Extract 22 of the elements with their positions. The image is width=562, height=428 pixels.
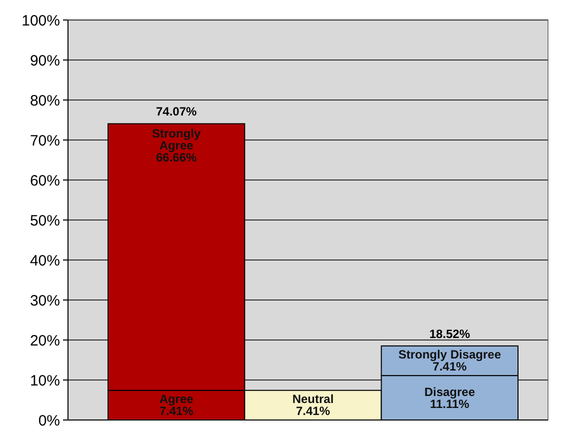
- y-tick-label: 70%: [30, 132, 60, 150]
- y-tick-label: 60%: [30, 172, 60, 190]
- y-tick-label: 90%: [30, 52, 60, 70]
- y-tick-label: 100%: [22, 12, 60, 30]
- series-label: Disagree: [424, 384, 476, 399]
- total-label: 74.07%: [156, 104, 198, 119]
- y-tick-label: 30%: [30, 292, 60, 310]
- total-label: 18.52%: [429, 326, 470, 341]
- y-tick-label: 20%: [30, 332, 60, 350]
- data-label: 66.66%: [156, 150, 198, 165]
- series-label: Neutral: [292, 392, 334, 406]
- data-label: 7.41%: [296, 404, 330, 418]
- series-label: Agree: [159, 392, 194, 406]
- series-label: Strongly Disagree: [398, 348, 502, 362]
- y-tick-label: 80%: [30, 92, 60, 110]
- series-label: Strongly Agree: [152, 126, 201, 153]
- data-label: 7.41%: [159, 404, 194, 418]
- data-label: 7.41%: [432, 360, 468, 374]
- y-tick-label: 0%: [38, 412, 60, 428]
- y-tick-label: 10%: [30, 372, 60, 390]
- y-tick-label: 50%: [30, 212, 60, 230]
- y-tick-label: 40%: [30, 252, 60, 270]
